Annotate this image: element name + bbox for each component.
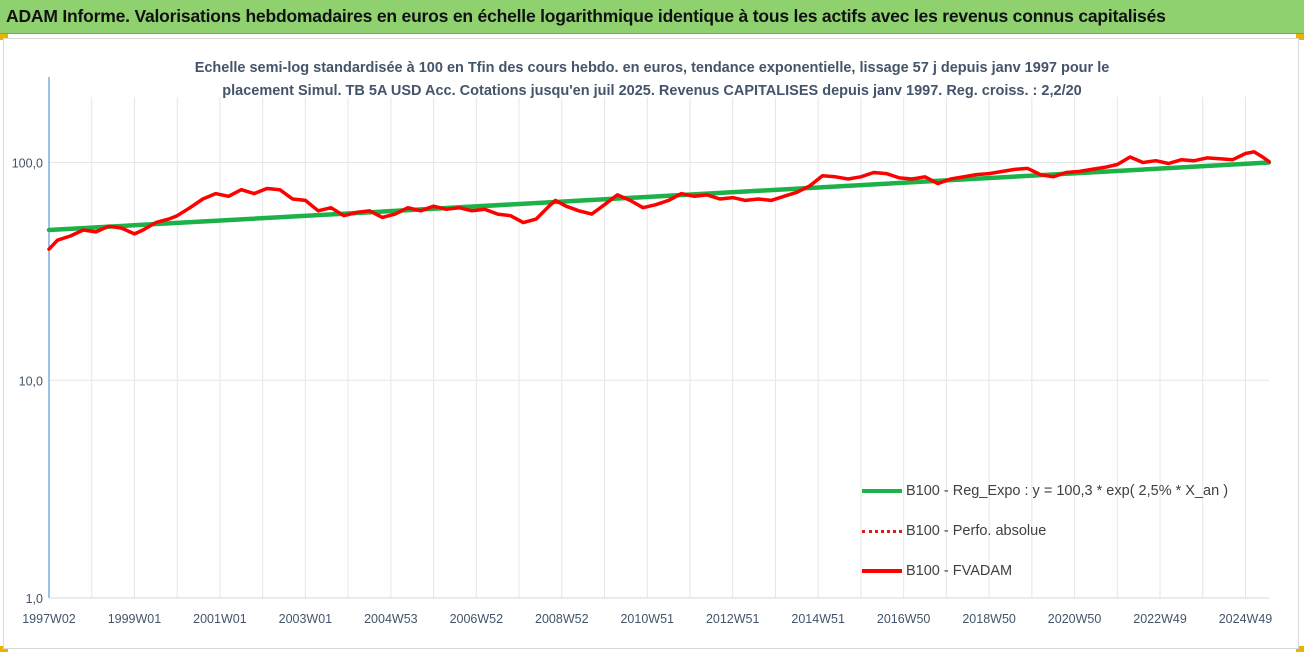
x-tick-label: 1999W01 bbox=[108, 612, 162, 626]
x-tick-label: 2004W53 bbox=[364, 612, 418, 626]
legend-label-regression: B100 - Reg_Expo : y = 100,3 * exp( 2,5% … bbox=[906, 483, 1229, 499]
x-tick-label: 2014W51 bbox=[791, 612, 845, 626]
chart-subtitle-line-2: placement Simul. TB 5A USD Acc. Cotation… bbox=[222, 83, 1082, 99]
x-tick-label: 2024W49 bbox=[1219, 612, 1273, 626]
legend-item-performance: B100 - Perfo. absolue bbox=[862, 511, 1228, 551]
y-tick-label: 10,0 bbox=[19, 374, 43, 388]
chart-area: Echelle semi-log standardisée à 100 en T… bbox=[3, 38, 1299, 649]
legend-item-regression: B100 - Reg_Expo : y = 100,3 * exp( 2,5% … bbox=[862, 471, 1228, 511]
x-tick-label: 2020W50 bbox=[1048, 612, 1102, 626]
x-tick-label: 2001W01 bbox=[193, 612, 247, 626]
legend-label-performance: B100 - Perfo. absolue bbox=[906, 523, 1047, 539]
corner-marker-right bbox=[1296, 34, 1304, 40]
y-tick-label: 1,0 bbox=[26, 592, 43, 606]
x-tick-label: 2016W50 bbox=[877, 612, 931, 626]
chart-legend: B100 - Reg_Expo : y = 100,3 * exp( 2,5% … bbox=[862, 471, 1228, 591]
plot-svg: 1,0 10,0 100,0 1997W02 1999W01 2001W01 2003W01… bbox=[12, 77, 1273, 626]
legend-item-fvadam: B100 - FVADAM bbox=[862, 551, 1228, 591]
x-tick-label: 1997W02 bbox=[22, 612, 76, 626]
x-tick-label: 2012W51 bbox=[706, 612, 760, 626]
y-tick-label: 100,0 bbox=[12, 157, 43, 171]
x-tick-label: 2022W49 bbox=[1133, 612, 1187, 626]
x-tick-label: 2008W52 bbox=[535, 612, 589, 626]
corner-marker-bottom-right bbox=[1296, 646, 1304, 652]
title-banner: ADAM Informe. Valorisations hebdomadaire… bbox=[0, 0, 1304, 34]
corner-marker-bottom-left bbox=[0, 646, 8, 652]
x-tick-label: 2006W52 bbox=[450, 612, 504, 626]
legend-swatch-regression bbox=[862, 489, 902, 493]
legend-swatch-performance bbox=[862, 529, 902, 533]
series-line-fvadam bbox=[47, 150, 1271, 251]
x-tick-label: 2003W01 bbox=[279, 612, 333, 626]
corner-marker-left bbox=[0, 34, 8, 40]
chart-subtitle: Echelle semi-log standardisée à 100 en T… bbox=[4, 57, 1300, 103]
legend-swatch-fvadam bbox=[862, 569, 902, 573]
x-tick-label: 2018W50 bbox=[962, 612, 1016, 626]
x-tick-label: 2010W51 bbox=[620, 612, 674, 626]
banner-title: ADAM Informe. Valorisations hebdomadaire… bbox=[6, 6, 1166, 26]
chart-subtitle-line-1: Echelle semi-log standardisée à 100 en T… bbox=[194, 60, 1110, 76]
legend-label-fvadam: B100 - FVADAM bbox=[906, 563, 1013, 579]
